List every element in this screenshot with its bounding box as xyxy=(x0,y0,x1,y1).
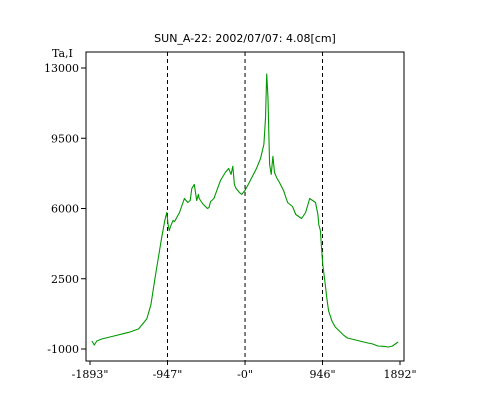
x-tick-label-2: -0" xyxy=(237,368,253,381)
x-axis-ticks: -1893" -947" -0" 946" 1892" xyxy=(72,361,417,381)
x-tick-label-0: -1893" xyxy=(72,368,109,381)
y-tick-label-1: 2500 xyxy=(51,273,79,286)
chart-title: SUN_A-22: 2002/07/07: 4.08[cm] xyxy=(154,32,336,45)
x-tick-label-4: 1892" xyxy=(383,368,416,381)
x-tick-label-3: 946" xyxy=(309,368,335,381)
series-line-0 xyxy=(91,73,399,348)
y-axis-ticks: -1000 2500 6000 9500 13000 xyxy=(44,62,86,356)
y-tick-label-4: 13000 xyxy=(44,62,79,75)
y-tick-label-3: 9500 xyxy=(51,132,79,145)
series-group xyxy=(91,73,399,348)
reference-lines xyxy=(166,52,324,361)
x-tick-label-1: -947" xyxy=(153,368,183,381)
y-tick-label-2: 6000 xyxy=(51,203,79,216)
y-axis-label: Ta,I xyxy=(52,47,73,60)
y-tick-label-0: -1000 xyxy=(47,343,79,356)
